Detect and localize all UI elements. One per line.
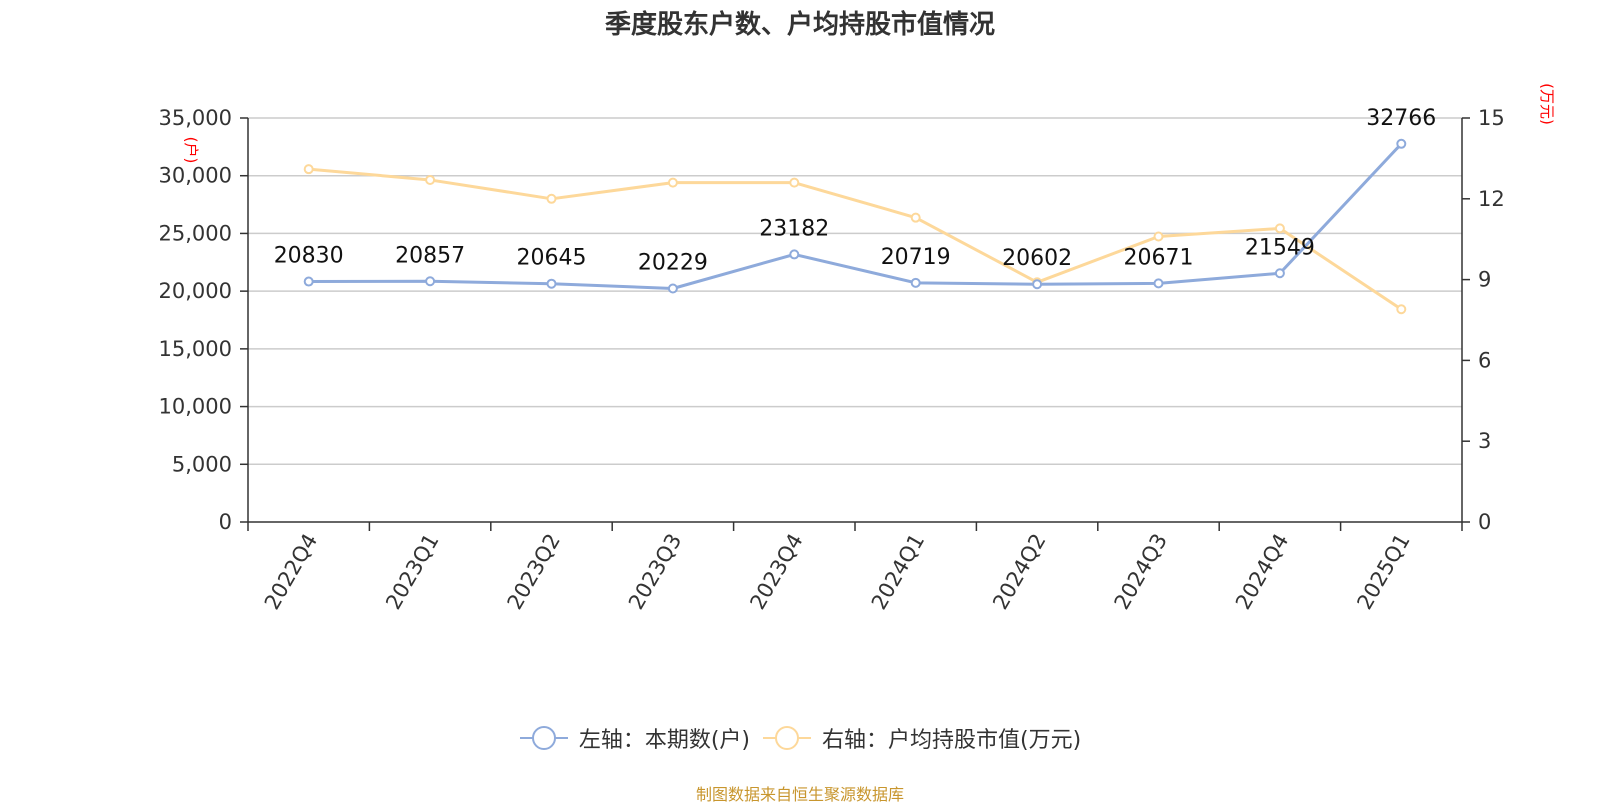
data-point-right	[425, 174, 436, 185]
chart-title: 季度股东户数、户均持股市值情况	[604, 10, 995, 40]
series-lines	[308, 142, 1403, 311]
data-label: 21549	[1245, 235, 1315, 260]
source-note: 制图数据来自恒生聚源数据库	[695, 785, 904, 804]
data-label: 20671	[1124, 245, 1194, 270]
data-point-right	[303, 164, 314, 175]
right-axis-tick-label: 0	[1478, 510, 1491, 534]
data-label: 20602	[1002, 246, 1072, 271]
data-point-left	[1032, 279, 1043, 290]
series-line-right	[308, 167, 1403, 311]
legend-label-left-series: 左轴：本期数(户)	[578, 728, 750, 753]
left-axis-tick-label: 20,000	[159, 279, 232, 303]
legend-line-circle-icon	[519, 726, 568, 750]
data-point-right	[910, 212, 921, 223]
left-axis-tick-label: 0	[219, 510, 232, 534]
legend: 左轴：本期数(户) 右轴：户均持股市值(万元)	[0, 722, 1600, 754]
data-label: 20719	[881, 245, 951, 270]
right-axis-unit: (万元)	[1538, 83, 1556, 125]
data-point-right	[546, 193, 557, 204]
data-point-right	[667, 177, 678, 188]
data-point-left	[425, 276, 436, 287]
data-point-left	[1274, 268, 1285, 279]
line-chart: 0 5,000 10,000 15,000 20,000 25,000 30,000 35,0…	[159, 83, 1556, 614]
legend-item-left-series[interactable]: 左轴：本期数(户)	[519, 722, 750, 754]
legend-item-right-series[interactable]: 右轴：户均持股市值(万元)	[762, 722, 1081, 754]
x-axis-tick-label: 2024Q2	[988, 530, 1050, 614]
data-label: 20229	[638, 250, 708, 275]
data-point-right	[1274, 223, 1285, 234]
right-axis-tick-label: 12	[1478, 187, 1505, 211]
legend-label-right-series: 右轴：户均持股市值(万元)	[822, 728, 1082, 753]
data-label: 20830	[274, 244, 344, 269]
left-axis-tick-label: 30,000	[159, 164, 232, 188]
left-axis-unit: (户)	[182, 137, 200, 164]
data-point-left	[546, 278, 557, 289]
data-point-right	[789, 177, 800, 188]
left-axis-tick-label: 15,000	[159, 337, 232, 361]
x-axis-tick-label: 2024Q1	[867, 530, 929, 614]
data-point-left	[303, 276, 314, 287]
data-point-left	[1396, 138, 1407, 149]
data-label: 32766	[1366, 106, 1436, 131]
x-axis-tick-label: 2024Q3	[1110, 530, 1172, 614]
x-axis-tick-label: 2025Q1	[1352, 530, 1414, 614]
data-label: 20645	[517, 246, 587, 271]
x-axis-tick-label: 2022Q4	[260, 530, 322, 614]
data-point-left	[667, 283, 678, 294]
data-labels: 20830 20857 20645 20229 23182 20719 20602 20671…	[274, 106, 1437, 276]
x-axis-tick-label: 2023Q4	[745, 530, 807, 614]
series-line-left	[308, 142, 1403, 290]
right-axis-tick-label: 6	[1478, 348, 1491, 372]
legend-line-circle-icon	[763, 726, 811, 750]
grid-lines	[248, 117, 1462, 466]
left-axis-tick-label: 25,000	[159, 221, 232, 245]
data-point-left	[910, 277, 921, 288]
data-point-right	[1396, 304, 1407, 315]
data-label: 23182	[759, 216, 829, 241]
left-axis-tick-label: 10,000	[159, 395, 232, 419]
right-axis-tick-label: 3	[1478, 429, 1491, 453]
left-axis-tick-label: 5,000	[172, 452, 232, 476]
data-point-left	[1153, 278, 1164, 289]
x-axis-tick-label: 2024Q4	[1231, 530, 1293, 614]
data-point-left	[789, 249, 800, 260]
right-axis-tick-label: 9	[1478, 268, 1491, 292]
left-axis-tick-label: 35,000	[159, 106, 232, 130]
x-axis-tick-label: 2023Q1	[381, 530, 443, 614]
right-axis-tick-label: 15	[1478, 106, 1505, 130]
data-label: 20857	[395, 243, 465, 268]
data-point-right	[1153, 231, 1164, 242]
x-axis-tick-label: 2023Q3	[624, 530, 686, 614]
data-points	[303, 138, 1407, 315]
x-axis-tick-label: 2023Q2	[503, 530, 565, 614]
